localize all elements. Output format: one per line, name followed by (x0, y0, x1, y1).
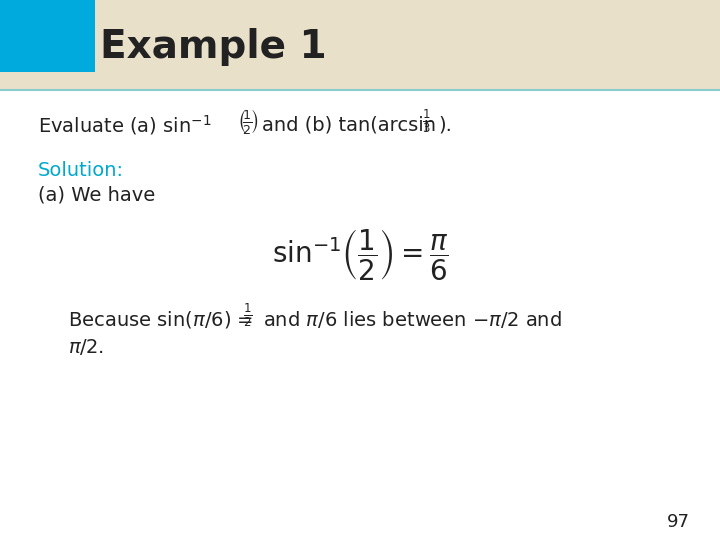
FancyBboxPatch shape (0, 0, 720, 90)
Text: $\frac{1}{2}$: $\frac{1}{2}$ (243, 301, 253, 329)
Text: $\frac{1}{3}$: $\frac{1}{3}$ (422, 107, 431, 134)
Text: and (b) tan(arcsin: and (b) tan(arcsin (262, 116, 436, 134)
Text: Because sin($\pi$/6) =: Because sin($\pi$/6) = (68, 308, 253, 329)
Text: (a) We have: (a) We have (38, 186, 156, 205)
FancyBboxPatch shape (0, 0, 95, 72)
Text: 97: 97 (667, 513, 690, 531)
Text: $\left(\!\frac{1}{2}\!\right)$: $\left(\!\frac{1}{2}\!\right)$ (237, 106, 258, 136)
Text: and $\pi$/6 lies between $-\pi$/2 and: and $\pi$/6 lies between $-\pi$/2 and (263, 308, 562, 329)
Text: ).: ). (438, 116, 452, 134)
Text: Evaluate (a) sin$^{-1}$: Evaluate (a) sin$^{-1}$ (38, 113, 212, 137)
Text: $\sin^{-1}\!\left(\dfrac{1}{2}\right) = \dfrac{\pi}{6}$: $\sin^{-1}\!\left(\dfrac{1}{2}\right) = … (271, 227, 449, 282)
Text: Solution:: Solution: (38, 160, 124, 179)
Text: Example 1: Example 1 (100, 28, 327, 66)
Text: $\pi$/2.: $\pi$/2. (68, 337, 104, 357)
